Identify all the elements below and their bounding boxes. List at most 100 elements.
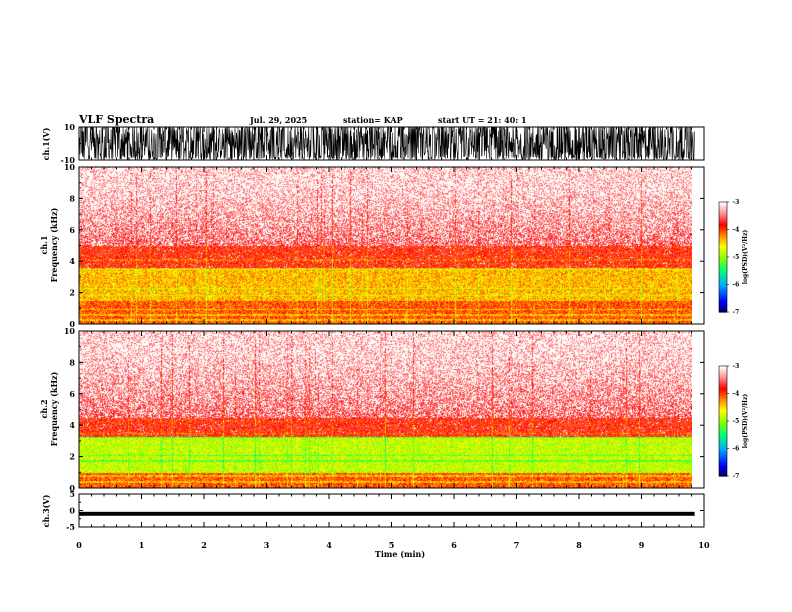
- time-axis-tick-label: 9: [639, 540, 645, 550]
- colorbar-segment: [719, 410, 727, 413]
- time-axis-tick-label: 3: [264, 540, 270, 550]
- colorbar-segment: [719, 266, 727, 269]
- ch1-spectrogram-panel: 0 2 4 6 8 10 ch.1 Frequency (kHz) -3 -4 -5 -6 -7 l…: [39, 162, 749, 329]
- colorbar-segment: [719, 474, 727, 477]
- ch1-waveform-ytick-label: 10: [64, 122, 76, 132]
- colorbar-segment: [719, 395, 727, 398]
- colorbar-segment: [719, 269, 727, 273]
- colorbar-segment: [719, 378, 727, 382]
- colorbar-segment: [719, 295, 727, 298]
- colorbar-segment: [719, 238, 727, 242]
- colorbar-segment: [719, 218, 727, 221]
- colorbar-segment: [719, 421, 727, 424]
- colorbar-segment: [719, 211, 727, 214]
- colorbar-segment: [719, 417, 727, 420]
- colorbar-tick-label: -7: [733, 473, 740, 480]
- colorbar-segment: [719, 299, 727, 302]
- ch2-spectrogram-panel: 0 2 4 6 8 10 ch.2 Frequency (kHz) -3 -4 -5 -6 -7 l…: [39, 326, 749, 493]
- colorbar-segment: [719, 282, 727, 286]
- colorbar-segment: [719, 377, 727, 380]
- time-axis-tick-label: 5: [389, 540, 395, 550]
- colorbar-segment: [719, 446, 727, 450]
- colorbar-label: log(PSD)(V²/Hz): [742, 394, 749, 449]
- colorbar-segment: [719, 468, 727, 472]
- colorbar-tick-label: -5: [733, 418, 740, 425]
- colorbar-segment: [719, 288, 727, 291]
- ch3-waveform-frame: [78, 493, 705, 528]
- colorbar-segment: [719, 275, 727, 278]
- colorbar-tick-label: -3: [733, 363, 740, 370]
- colorbar-segment: [719, 271, 727, 275]
- colorbar-segment: [719, 422, 727, 426]
- colorbar-segment: [719, 286, 727, 289]
- ch1-spectrogram-ytick-label: 4: [69, 256, 75, 266]
- time-axis-tick-label: 7: [514, 540, 520, 550]
- colorbar-segment: [719, 366, 727, 369]
- ch1-spectrogram-ytick-label: 10: [64, 162, 76, 172]
- colorbar-segment: [719, 308, 727, 311]
- colorbar-segment: [719, 463, 727, 466]
- time-axis-tick-label: 4: [326, 540, 332, 550]
- ch1-colorbar: -3 -4 -5 -6 -7 log(PSD)(V²/Hz): [718, 199, 749, 316]
- colorbar-segment: [719, 443, 727, 446]
- colorbar-segment: [719, 439, 727, 442]
- colorbar-segment: [719, 258, 727, 262]
- header-start-time: start UT = 21: 40: 1: [438, 115, 527, 125]
- colorbar-segment: [719, 306, 727, 309]
- colorbar-segment: [719, 466, 727, 470]
- colorbar-segment: [719, 213, 727, 216]
- colorbar-segment: [719, 262, 727, 265]
- colorbar-segment: [719, 450, 727, 453]
- colorbar-segment: [719, 454, 727, 457]
- colorbar-segment: [719, 203, 727, 207]
- colorbar-segment: [719, 369, 727, 373]
- ch2-spectrogram-ytick-label: 10: [64, 326, 76, 336]
- colorbar-segment: [719, 291, 727, 295]
- colorbar-tick-label: -5: [733, 254, 740, 261]
- colorbar-segment: [719, 233, 727, 236]
- colorbar-segment: [719, 441, 727, 444]
- colorbar-segment: [719, 257, 727, 260]
- colorbar-segment: [719, 290, 727, 293]
- colorbar-segment: [719, 220, 727, 223]
- colorbar-segment: [719, 452, 727, 455]
- colorbar-segment: [719, 264, 727, 267]
- colorbar-segment: [719, 293, 727, 297]
- colorbar-segment: [719, 367, 727, 371]
- colorbar-segment: [719, 251, 727, 254]
- colorbar-segment: [719, 457, 727, 461]
- colorbar-segment: [719, 428, 727, 431]
- colorbar-segment: [719, 375, 727, 378]
- ch1-spectrogram-ylabel-freq: Frequency (kHz): [49, 207, 59, 282]
- colorbar-segment: [719, 310, 727, 313]
- ch1-waveform-panel: 10 -10 ch.1(V): [41, 122, 705, 165]
- ch3-waveform-panel: 5 0 -5 ch.3(V): [41, 489, 705, 532]
- colorbar-segment: [719, 297, 727, 300]
- ch2-spectrogram-ytick-label: 6: [69, 389, 75, 399]
- colorbar-segment: [719, 216, 727, 220]
- time-axis-tick-label: 10: [698, 540, 710, 550]
- time-axis-label: Time (min): [375, 549, 425, 559]
- colorbar-segment: [719, 229, 727, 232]
- time-axis-tick-label: 2: [201, 540, 207, 550]
- colorbar-segment: [719, 236, 727, 240]
- colorbar-segment: [719, 384, 727, 387]
- colorbar-segment: [719, 419, 727, 422]
- colorbar-segment: [719, 260, 727, 264]
- colorbar-segment: [719, 273, 727, 276]
- ch2-spectrogram-image: [79, 331, 692, 488]
- colorbar-segment: [719, 301, 727, 304]
- ch1-spectrogram-ytick-label: 8: [69, 193, 75, 203]
- colorbar-segment: [719, 227, 727, 231]
- colorbar-segment: [719, 242, 727, 245]
- colorbar-segment: [719, 209, 727, 212]
- ch1-waveform-ytick-label: -10: [61, 155, 76, 165]
- ch3-waveform-ytick-label: -5: [66, 522, 75, 532]
- colorbar-segment: [719, 397, 727, 400]
- colorbar-segment: [719, 435, 727, 439]
- time-axis-tick-label: 8: [576, 540, 582, 550]
- colorbar-segment: [719, 386, 727, 389]
- time-axis-tick-label: 6: [451, 540, 457, 550]
- colorbar-segment: [719, 371, 727, 374]
